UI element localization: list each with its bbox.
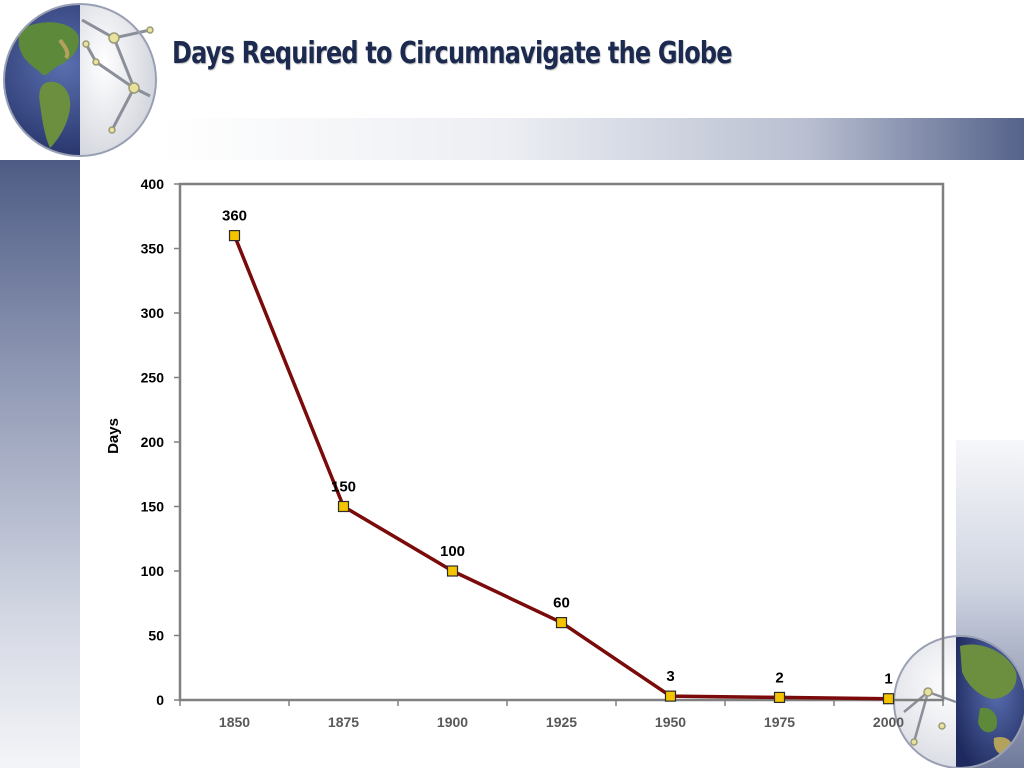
y-tick-label: 250 [141, 370, 165, 386]
y-axis-title: Days [105, 418, 122, 454]
y-tick-label: 50 [148, 628, 164, 644]
y-tick-label: 0 [156, 692, 164, 708]
y-tick-label: 400 [141, 176, 165, 192]
data-label: 1 [884, 671, 892, 688]
data-label: 60 [553, 595, 570, 612]
left-decorative-band [0, 160, 80, 768]
x-tick-label: 1975 [764, 714, 795, 730]
data-label: 150 [331, 479, 356, 496]
data-point-marker [446, 565, 459, 577]
data-point-marker [664, 690, 677, 702]
y-axis: 0 50 100 150 200 250 300 350 400 [141, 176, 180, 708]
series-group: 360 150 100 60 3 2 1 [222, 208, 895, 705]
data-point-marker [337, 500, 350, 513]
x-tick-label: 1925 [546, 714, 577, 730]
data-point-marker [773, 691, 786, 704]
globe-icon [893, 635, 1024, 768]
x-tick-label: 1850 [219, 714, 250, 730]
data-point-marker [882, 693, 895, 705]
x-tick-label: 2000 [873, 714, 904, 730]
data-label: 2 [775, 669, 783, 686]
x-tick-label: 1950 [655, 714, 686, 730]
data-point-marker [228, 230, 241, 242]
data-label: 3 [666, 668, 674, 685]
globe-icon [3, 3, 157, 157]
y-tick-label: 150 [141, 499, 165, 515]
x-axis: 1850 1875 1900 1925 1950 1975 2000 [179, 700, 944, 730]
y-tick-label: 300 [141, 305, 165, 321]
data-label: 100 [440, 543, 465, 560]
y-tick-label: 100 [141, 563, 165, 579]
header-gradient-bar [160, 118, 1024, 160]
y-tick-label: 200 [141, 434, 165, 450]
x-tick-label: 1900 [437, 714, 468, 730]
data-label: 360 [222, 208, 247, 225]
page-title: Days Required to Circumnavigate the Glob… [172, 36, 733, 71]
data-point-marker [555, 616, 568, 629]
x-tick-label: 1875 [328, 714, 359, 730]
series-line [232, 234, 889, 701]
y-tick-label: 350 [141, 241, 165, 257]
